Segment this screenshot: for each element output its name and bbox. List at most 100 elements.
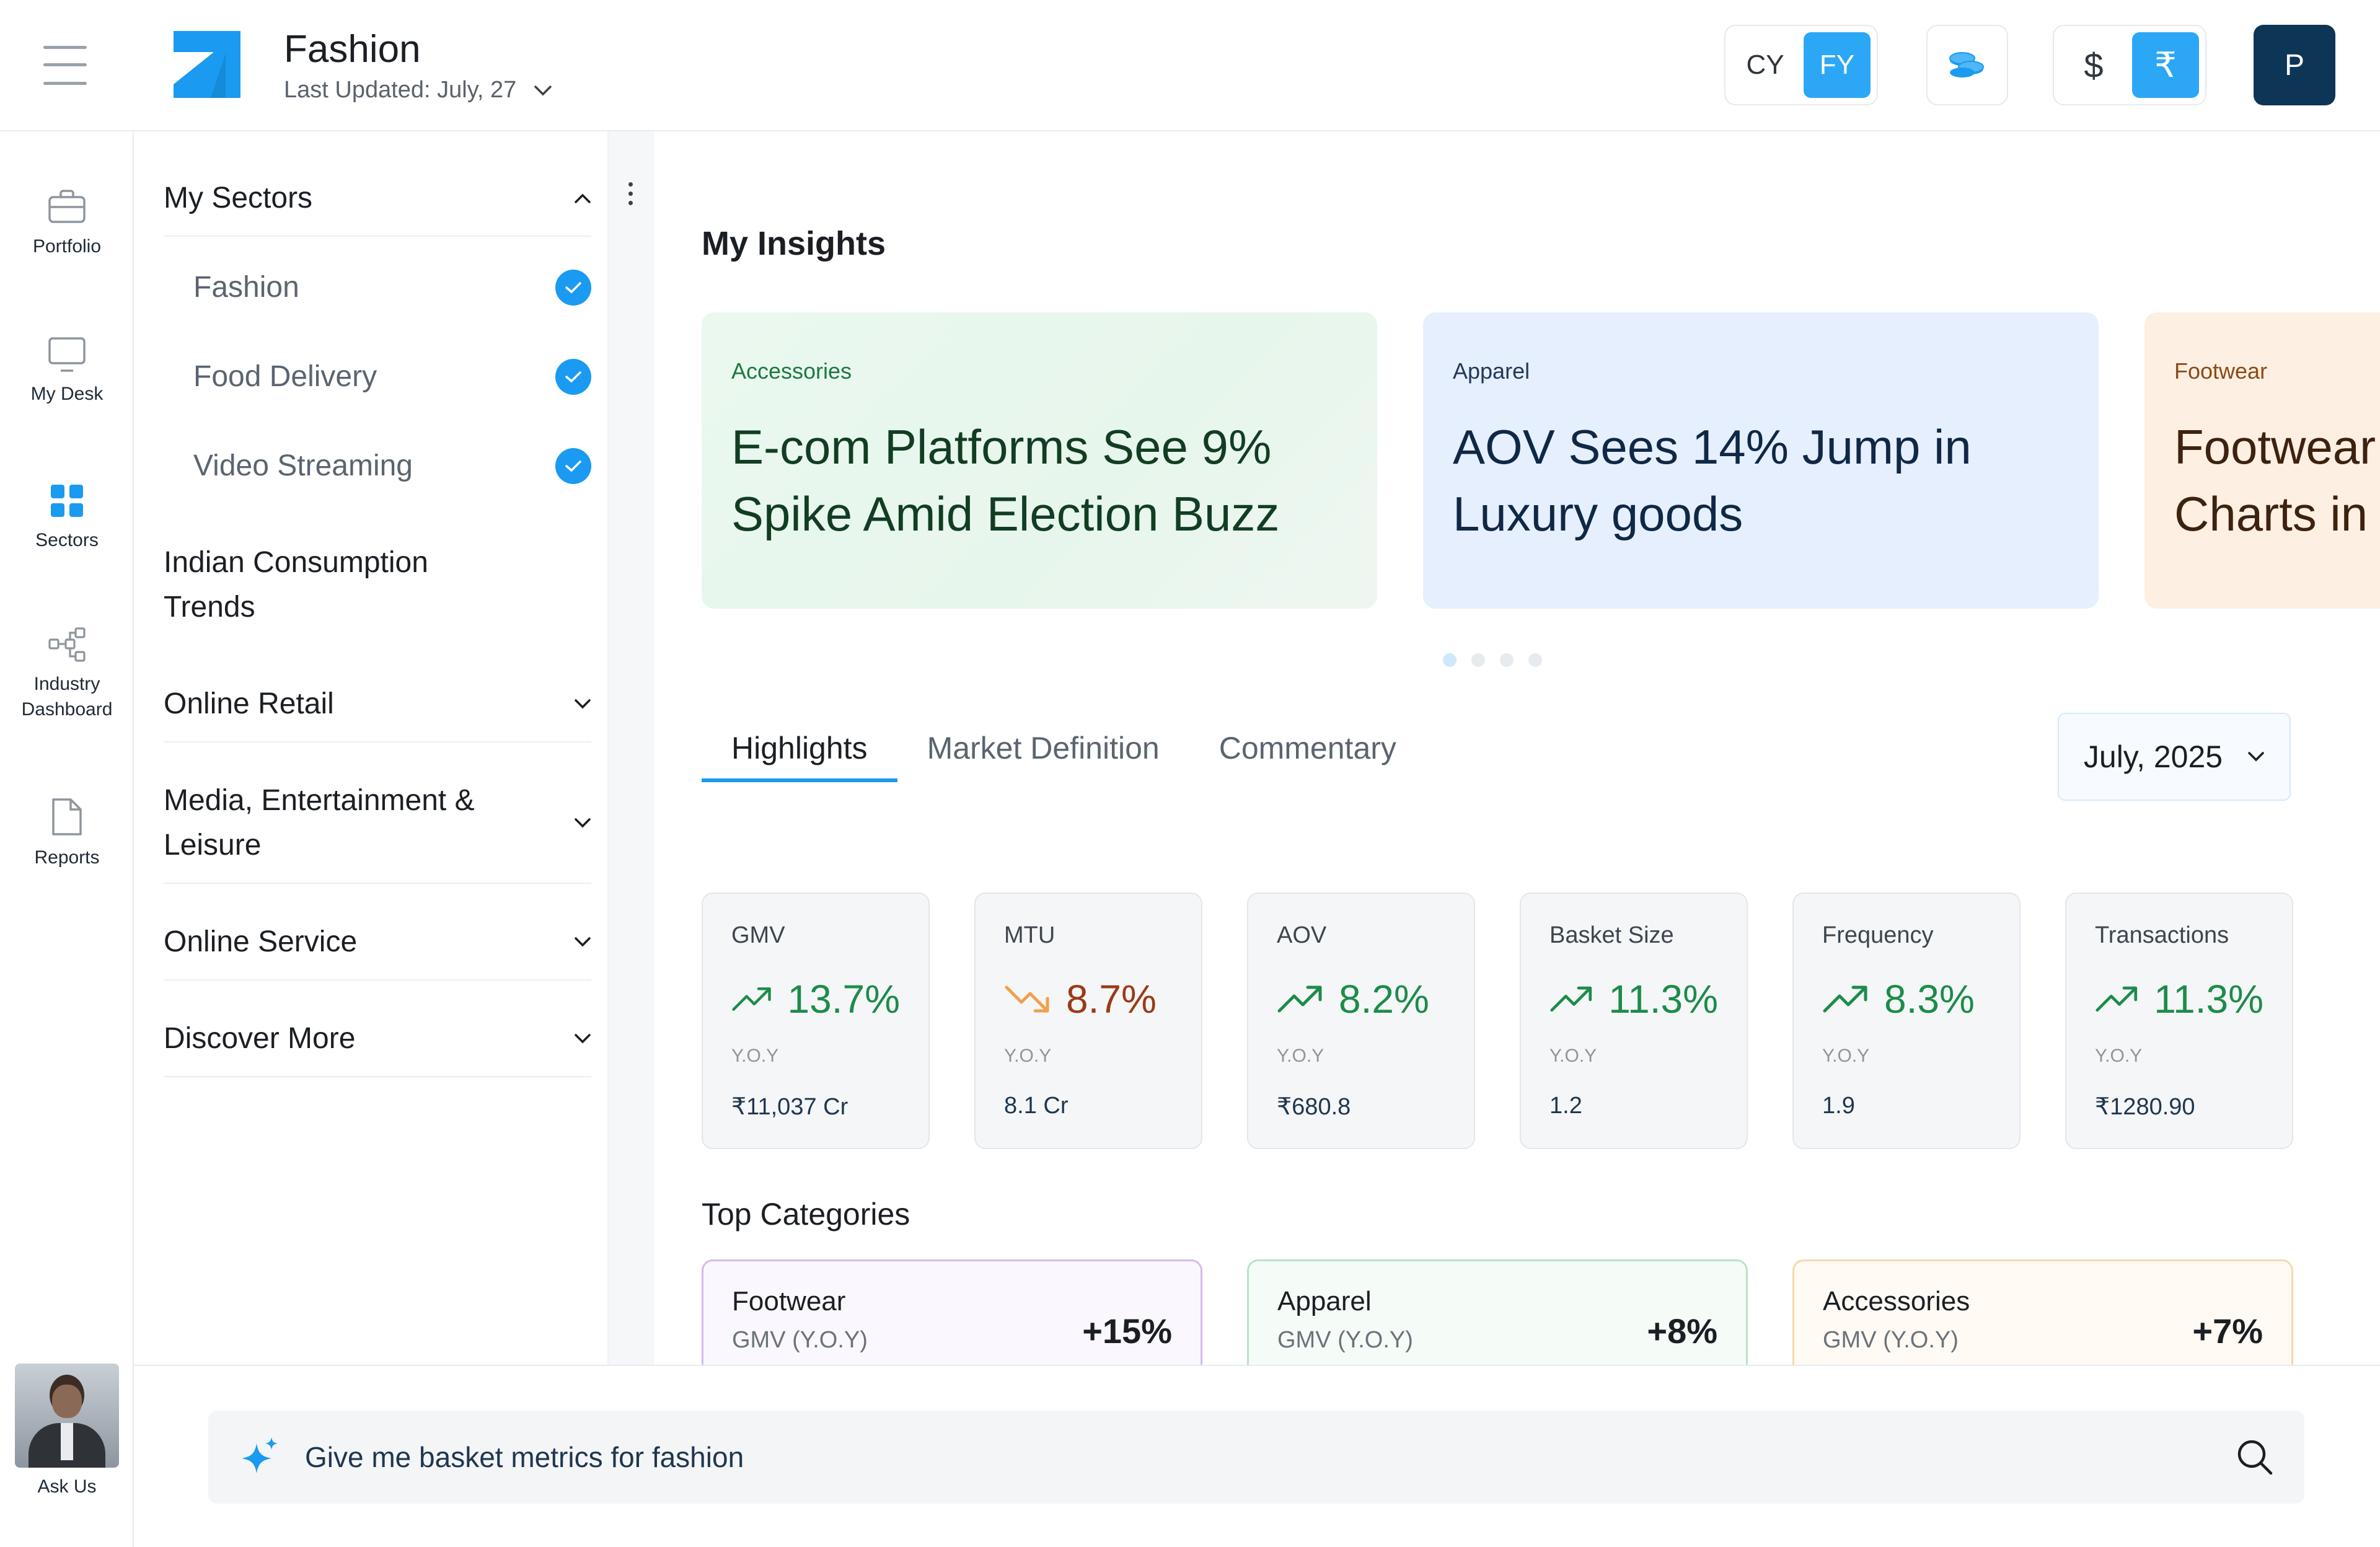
indian-consumption-trends[interactable]: Indian Consumption Trends	[164, 540, 486, 630]
top-header: Fashion Last Updated: July, 27 CY FY $ ₹…	[0, 0, 2380, 131]
my-sectors-header[interactable]: My Sectors	[164, 176, 591, 221]
group-media-entertainment[interactable]: Media, Entertainment & Leisure	[164, 778, 591, 868]
checkmark-icon[interactable]	[555, 270, 591, 306]
insight-headline: E-com Platforms See 9% Spike Amid Electi…	[731, 420, 1280, 541]
carousel-dot[interactable]	[1500, 653, 1514, 667]
more-options-icon[interactable]	[628, 182, 635, 205]
metric-card-mtu[interactable]: MTU 8.7% Y.O.Y 8.1 Cr	[974, 892, 1202, 1149]
prompt-input[interactable]: Give me basket metrics for fashion	[208, 1411, 2304, 1504]
rail-label: Industry Dashboard	[21, 674, 113, 720]
metric-value: 8.7%	[1066, 977, 1157, 1021]
sector-item-label: Food Delivery	[193, 360, 377, 393]
coins-button[interactable]	[1926, 25, 2008, 105]
category-sub: GMV (Y.O.Y)	[1277, 1327, 1413, 1353]
metric-yoy: Y.O.Y	[2095, 1046, 2143, 1066]
insights-title: My Insights	[702, 225, 886, 262]
metric-card-transactions[interactable]: Transactions 11.3% Y.O.Y ₹1280.90	[2065, 892, 2293, 1149]
ask-us-button[interactable]: Ask Us	[15, 1364, 119, 1497]
monitor-icon	[48, 337, 86, 372]
rail-item-my-desk[interactable]: My Desk	[0, 336, 134, 407]
briefcase-icon	[48, 190, 86, 223]
usd-option[interactable]: $	[2084, 45, 2104, 85]
month-select[interactable]: July, 2025	[2058, 713, 2291, 801]
search-icon[interactable]	[2235, 1437, 2275, 1477]
sector-item-fashion[interactable]: Fashion	[193, 265, 591, 310]
profile-button[interactable]: P	[2254, 25, 2335, 105]
tab-highlights[interactable]: Highlights	[702, 730, 897, 782]
divider	[164, 741, 591, 743]
metric-label: Transactions	[2095, 922, 2229, 948]
metric-value: 11.3%	[1608, 977, 1718, 1021]
chevron-up-icon	[575, 193, 591, 203]
metric-label: AOV	[1277, 922, 1327, 948]
group-label: Online Service	[164, 925, 358, 958]
grid-icon	[51, 485, 83, 517]
carousel-dot[interactable]	[1528, 653, 1542, 667]
menu-icon[interactable]	[43, 43, 87, 87]
checkmark-icon[interactable]	[555, 448, 591, 484]
sector-item-label: Fashion	[193, 271, 299, 304]
rail-label: My Desk	[30, 384, 104, 404]
category-name: Accessories	[1823, 1286, 1970, 1316]
coins-icon	[1949, 52, 1984, 77]
insight-tag: Footwear	[2174, 358, 2268, 384]
insight-tag: Apparel	[1453, 358, 1530, 384]
metric-yoy: Y.O.Y	[1549, 1046, 1597, 1066]
category-sub: GMV (Y.O.Y)	[732, 1327, 868, 1353]
chevron-down-icon	[575, 818, 591, 828]
sector-item-video-streaming[interactable]: Video Streaming	[193, 444, 591, 488]
prompt-text: Give me basket metrics for fashion	[305, 1441, 744, 1473]
category-name: Apparel	[1277, 1286, 1372, 1316]
inr-option[interactable]: ₹	[2132, 32, 2199, 98]
checkmark-icon[interactable]	[555, 359, 591, 395]
panel-gutter	[609, 131, 654, 1371]
insight-card-apparel[interactable]: Apparel AOV Sees 14% Jump in Luxury good…	[1423, 312, 2099, 609]
currency-toggle: $ ₹	[2053, 25, 2206, 105]
insight-card-footwear[interactable]: Footwear Footwear Charts in	[2144, 312, 2380, 609]
metric-absolute: 1.9	[1822, 1093, 1855, 1119]
metric-absolute: 8.1 Cr	[1004, 1093, 1069, 1119]
category-sub: GMV (Y.O.Y)	[1823, 1327, 1959, 1353]
divider	[164, 979, 591, 981]
metric-label: GMV	[731, 922, 785, 948]
chevron-down-icon	[575, 937, 591, 947]
tabs-bar: Highlights Market Definition Commentary	[702, 730, 1426, 782]
trend-up-icon	[1277, 985, 1322, 1013]
last-updated-dropdown[interactable]: Last Updated: July, 27	[284, 77, 552, 104]
app-logo	[174, 31, 240, 98]
group-label: Media, Entertainment & Leisure	[164, 784, 475, 862]
category-card-footwear[interactable]: Footwear GMV (Y.O.Y) +15%	[702, 1259, 1202, 1371]
divider	[164, 1076, 591, 1077]
metric-label: Basket Size	[1549, 922, 1674, 948]
category-card-apparel[interactable]: Apparel GMV (Y.O.Y) +8%	[1247, 1259, 1748, 1371]
sparkle-icon	[242, 1437, 278, 1473]
category-value: +15%	[1082, 1311, 1172, 1351]
rail-item-reports[interactable]: Reports	[0, 797, 134, 871]
group-online-service[interactable]: Online Service	[164, 920, 591, 964]
fy-option[interactable]: FY	[1804, 32, 1871, 98]
rail-item-industry-dashboard[interactable]: Industry Dashboard	[0, 626, 134, 722]
rail-item-sectors[interactable]: Sectors	[0, 482, 134, 553]
category-value: +8%	[1647, 1311, 1717, 1351]
group-discover-more[interactable]: Discover More	[164, 1016, 591, 1061]
metric-card-frequency[interactable]: Frequency 8.3% Y.O.Y 1.9	[1792, 892, 2021, 1149]
group-online-retail[interactable]: Online Retail	[164, 682, 591, 726]
tab-market-definition[interactable]: Market Definition	[927, 731, 1160, 765]
metric-card-aov[interactable]: AOV 8.2% Y.O.Y ₹680.8	[1247, 892, 1475, 1149]
sectors-panel: My Sectors Fashion Food Delivery Video S…	[134, 131, 609, 1371]
tab-commentary[interactable]: Commentary	[1219, 731, 1396, 765]
insight-card-accessories[interactable]: Accessories E-com Platforms See 9% Spike…	[702, 312, 1377, 609]
category-value: +7%	[2192, 1311, 2263, 1351]
metric-yoy: Y.O.Y	[1004, 1046, 1052, 1066]
cy-option[interactable]: CY	[1746, 50, 1784, 80]
carousel-dot[interactable]	[1443, 653, 1457, 667]
metric-card-basket-size[interactable]: Basket Size 11.3% Y.O.Y 1.2	[1520, 892, 1748, 1149]
divider	[164, 236, 591, 237]
metric-card-gmv[interactable]: GMV 13.7% Y.O.Y ₹11,037 Cr	[702, 892, 930, 1149]
sector-item-food-delivery[interactable]: Food Delivery	[193, 355, 591, 399]
category-card-accessories[interactable]: Accessories GMV (Y.O.Y) +7%	[1792, 1259, 2293, 1371]
carousel-dot[interactable]	[1471, 653, 1485, 667]
trend-up-icon	[1550, 986, 1592, 1012]
metric-label: MTU	[1004, 922, 1056, 948]
rail-item-portfolio[interactable]: Portfolio	[0, 188, 134, 260]
